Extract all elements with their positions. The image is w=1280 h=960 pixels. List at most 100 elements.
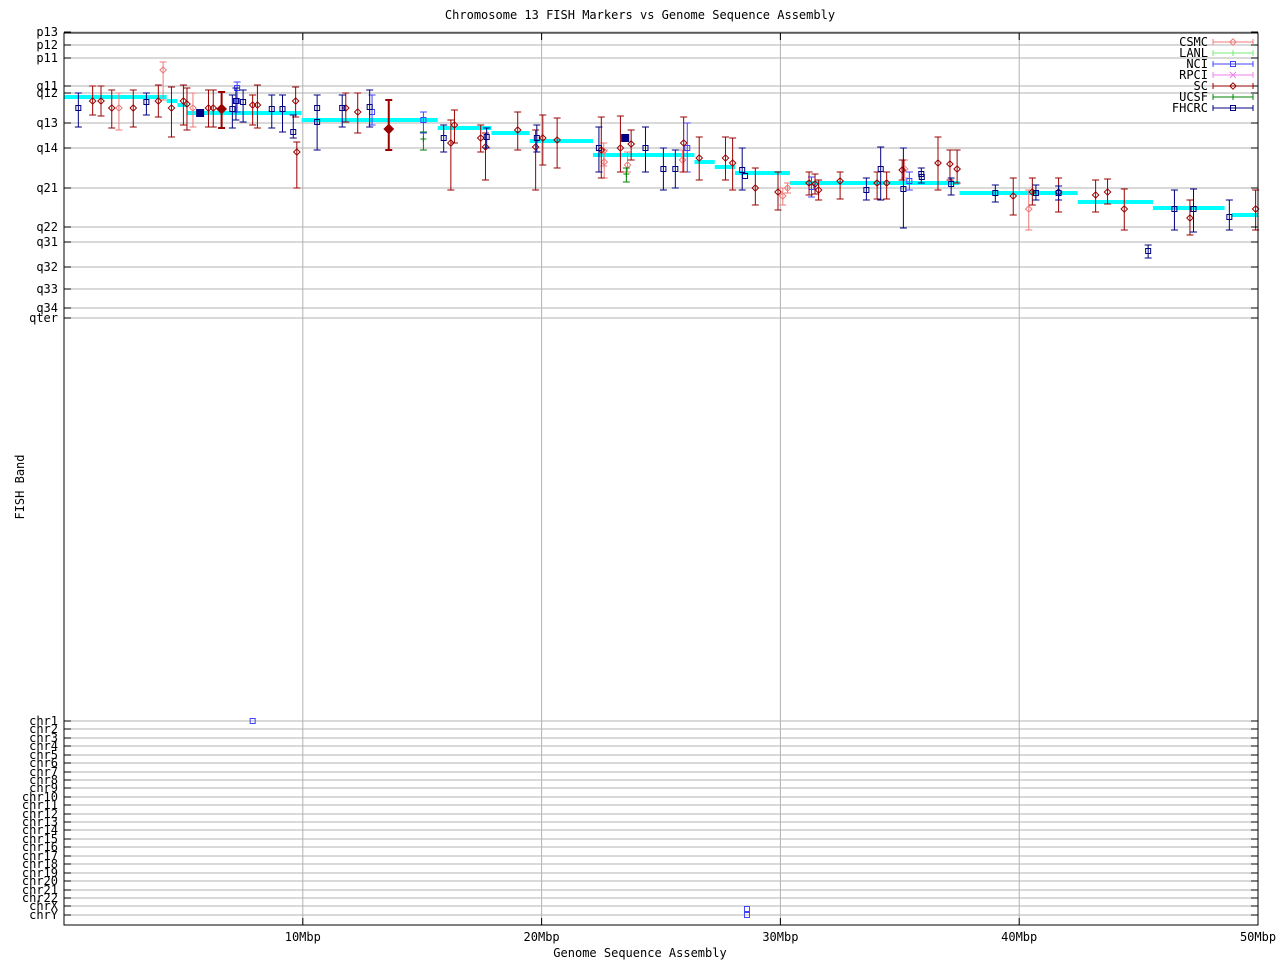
marker-diamond <box>934 159 942 167</box>
legend-label: RPCI <box>1179 68 1208 82</box>
y-tick-label: chr7 <box>29 765 58 779</box>
y-tick-label: p12 <box>36 38 58 52</box>
y-tick-label: chr18 <box>22 857 58 871</box>
y-tick-label: p13 <box>36 25 58 39</box>
y-tick-label: p11 <box>36 51 58 65</box>
marker-square <box>948 181 955 187</box>
y-tick-label: chr17 <box>22 849 58 863</box>
y-tick-label: chr20 <box>22 874 58 888</box>
marker-diamond <box>167 104 176 112</box>
marker-square <box>1145 248 1152 254</box>
marker-diamond <box>1186 214 1194 222</box>
marker-diamond <box>898 166 907 174</box>
marker-square <box>672 166 679 172</box>
marker-diamond <box>1229 38 1237 46</box>
marker-square <box>642 145 649 151</box>
y-tick-label: chr15 <box>22 832 58 846</box>
marker-diamond <box>679 139 688 147</box>
marker-square <box>440 135 447 141</box>
legend-label: CSMC <box>1179 35 1208 49</box>
marker-diamond <box>341 104 350 112</box>
marker-diamond <box>695 154 704 162</box>
marker-diamond <box>805 179 813 187</box>
y-tick-label: chrX <box>29 899 59 913</box>
marker-square <box>1190 206 1197 212</box>
marker-square <box>339 105 346 111</box>
marker-square <box>739 167 746 173</box>
marker-diamond <box>538 134 547 142</box>
marker-square <box>1230 61 1236 67</box>
marker-diamond <box>292 148 301 156</box>
marker-diamond <box>129 104 138 112</box>
marker-diamond <box>1229 82 1237 90</box>
marker-diamond <box>1091 191 1100 199</box>
y-tick-label: chr6 <box>29 756 58 770</box>
marker-square <box>232 98 239 104</box>
y-tick-label: chr16 <box>22 840 58 854</box>
y-tick-label: qter <box>29 311 58 325</box>
marker-square <box>483 134 490 140</box>
y-tick-label: chr14 <box>22 823 58 837</box>
marker-square <box>992 190 999 196</box>
marker-diamond <box>783 184 792 192</box>
marker-diamond <box>513 126 522 134</box>
marker-square <box>743 912 750 918</box>
marker-square <box>268 106 275 112</box>
marker-square <box>75 105 82 111</box>
marker-diamond <box>481 143 490 151</box>
marker-diamond <box>946 160 954 168</box>
marker-square <box>1230 105 1236 111</box>
marker-square <box>314 105 321 111</box>
marker-diamond <box>154 97 163 105</box>
marker-square <box>314 119 321 125</box>
plot-border <box>63 32 1259 926</box>
marker-square <box>290 129 297 135</box>
legend-label: NCI <box>1186 57 1208 71</box>
marker-diamond <box>253 101 262 109</box>
marker-square <box>877 166 884 172</box>
marker-diamond <box>88 97 97 105</box>
x-tick-label: 40Mbp <box>1001 930 1037 944</box>
marker-square <box>660 166 667 172</box>
y-tick-label: chr10 <box>22 790 58 804</box>
marker-diamond <box>627 140 636 148</box>
marker-diamond <box>721 154 730 162</box>
y-tick-label: chrY <box>29 908 59 922</box>
marker-square <box>420 117 427 123</box>
marker-diamond <box>836 177 845 185</box>
marker-square <box>1171 206 1178 212</box>
marker-diamond <box>446 139 455 147</box>
marker-square <box>143 99 150 105</box>
marker-diamond <box>189 104 197 112</box>
marker-diamond <box>751 184 760 192</box>
y-tick-label: q21 <box>36 181 58 195</box>
y-tick-label: q11 <box>36 79 58 93</box>
marker-diamond <box>383 123 395 135</box>
marker-diamond <box>159 66 168 74</box>
y-tick-label: q13 <box>36 116 58 130</box>
marker-square <box>900 186 907 192</box>
chart-title: Chromosome 13 FISH Markers vs Genome Seq… <box>444 8 836 22</box>
marker-square <box>196 109 205 117</box>
legend-label: SC <box>1194 79 1208 93</box>
marker-square <box>533 135 540 141</box>
legend-label: UCSF <box>1179 90 1208 104</box>
marker-square <box>1055 190 1062 196</box>
marker-square <box>621 134 630 142</box>
legend-label: LANL <box>1179 46 1208 60</box>
x-tick-label: 10Mbp <box>285 930 321 944</box>
marker-square <box>1032 190 1039 196</box>
marker-diamond <box>553 136 562 144</box>
marker-square <box>918 174 925 180</box>
y-tick-label: chr11 <box>22 798 58 812</box>
y-tick-label: chr2 <box>29 722 58 736</box>
marker-diamond <box>531 143 540 151</box>
marker-diamond <box>216 103 228 115</box>
legend-label: FHCRC <box>1172 101 1208 115</box>
marker-square <box>742 173 749 179</box>
marker-diamond <box>1120 205 1129 213</box>
y-tick-label: chr13 <box>22 815 58 829</box>
marker-diamond <box>600 158 609 166</box>
y-tick-label: chr9 <box>29 781 58 795</box>
